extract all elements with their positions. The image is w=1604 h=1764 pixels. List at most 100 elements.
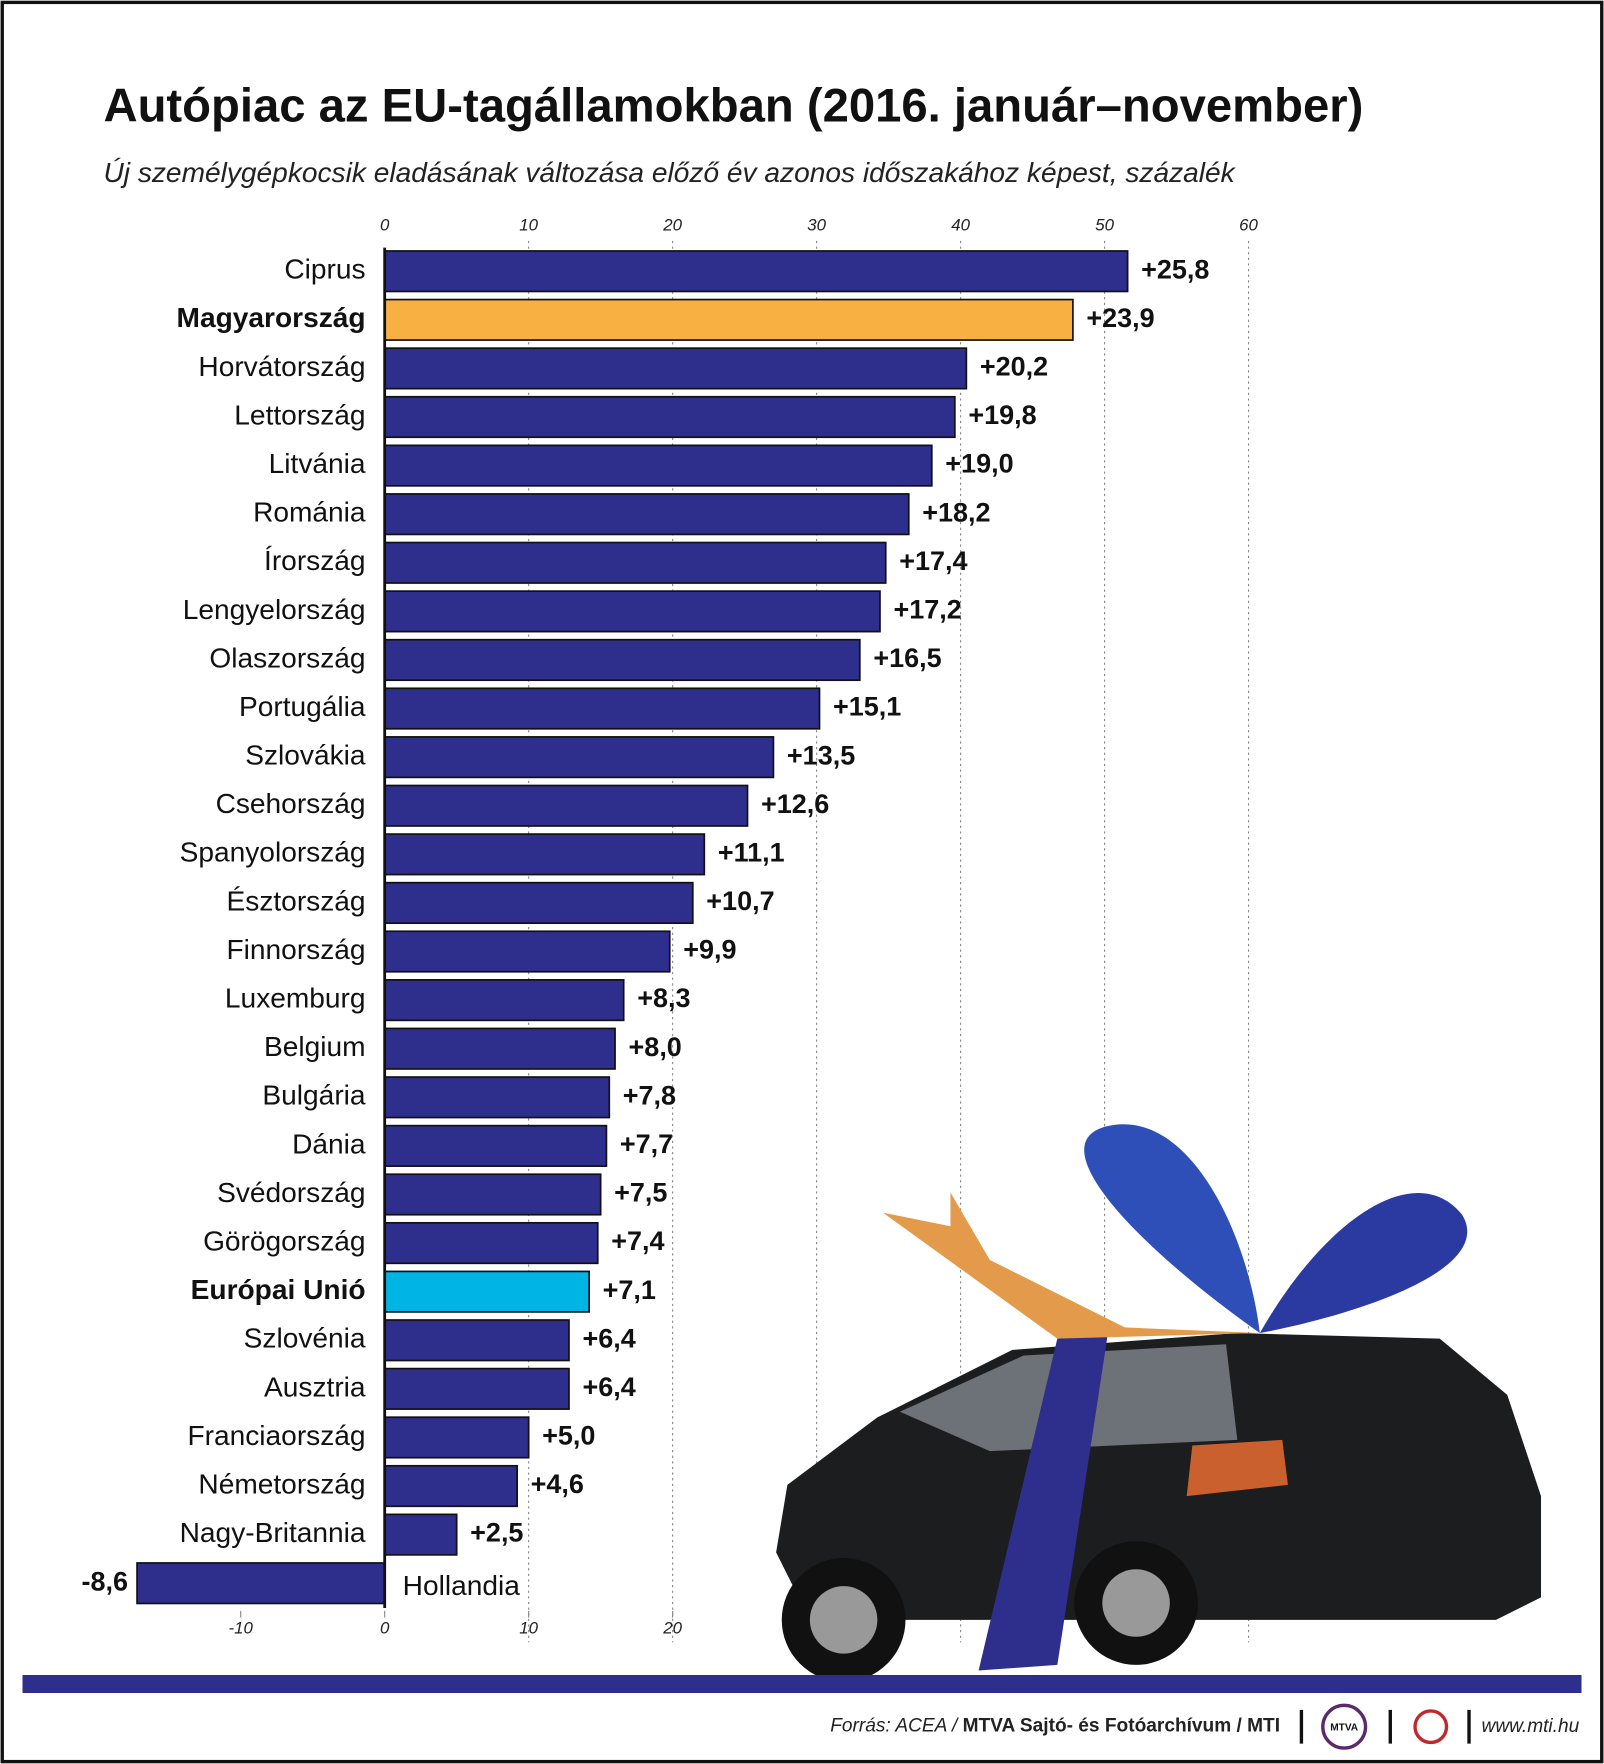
logo-ring [1321,1703,1368,1750]
bar [383,1319,570,1362]
bar [383,590,881,633]
x-tick-label-bottom: -10 [229,1618,254,1637]
bar [383,250,1129,293]
bar [383,347,968,390]
x-tick-label-bottom: 20 [662,1618,682,1637]
bar [383,1464,518,1508]
value-label: +6,4 [582,1372,635,1402]
bar [383,493,910,536]
car-rim [1102,1569,1170,1637]
category-label: Horvátország [198,351,365,382]
bar [383,1173,602,1216]
car-rim [809,1586,878,1654]
category-label: Görögország [203,1225,366,1256]
value-label: +5,0 [542,1421,595,1451]
bow-tail [882,1192,1260,1339]
value-label: +7,8 [623,1080,676,1110]
category-label: Olaszország [209,642,365,673]
chart-subtitle: Új személygépkocsik eladásának változása… [103,157,1236,188]
ribbon [978,1333,1108,1671]
bar [383,298,1074,341]
x-tick-label: 10 [519,216,538,235]
value-label: +20,2 [980,352,1048,382]
bar [383,395,956,439]
car-taillight [1186,1439,1288,1497]
url: www.mti.hu [1482,1716,1580,1737]
value-label: +17,2 [893,594,961,624]
category-label: Európai Unió [191,1274,366,1305]
bar [383,1221,599,1265]
bar [383,881,694,925]
source-name: MTVA Sajtó- és Fotóarchívum / MTI [963,1716,1280,1737]
bar [383,1124,608,1167]
x-tick-label: 40 [951,216,970,235]
value-label: +6,4 [582,1323,635,1353]
bar [383,444,933,487]
category-label: Dánia [292,1128,366,1159]
value-label: +11,1 [718,837,785,867]
category-label: Finnország [227,934,366,965]
x-tick-label-bottom: 10 [519,1618,538,1637]
bar [383,833,706,876]
category-label: Németország [198,1468,365,1499]
chart-title: Autópiac az EU-tagállamokban (2016. janu… [103,80,1363,133]
bar [383,687,821,730]
category-label: Hollandia [403,1570,521,1601]
category-label: Csehország [216,788,366,819]
category-label: Románia [253,497,366,528]
x-tick-label: 50 [1095,216,1114,235]
value-label: +8,3 [637,983,690,1013]
bar [383,1513,458,1556]
bar [383,1416,530,1459]
value-label: +19,0 [945,449,1013,479]
category-label: Litvánia [269,448,366,479]
value-label: +12,6 [761,789,829,819]
category-label: Franciaország [187,1420,365,1451]
value-label: +2,5 [470,1518,523,1548]
source-prefix: Forrás: ACEA / [830,1716,962,1737]
bar [383,736,775,779]
bar [383,784,749,827]
value-label: +25,8 [1141,254,1209,284]
bar [383,638,861,682]
value-label: +17,4 [899,546,967,576]
x-tick-label: 20 [662,216,682,235]
bar [136,1562,386,1605]
category-label: Ausztria [264,1371,366,1402]
value-label: +10,7 [706,886,774,916]
value-label: +7,7 [620,1129,673,1159]
category-label: Szlovénia [244,1323,366,1354]
bar [383,541,887,584]
value-label: +8,0 [629,1032,682,1062]
x-tick-label: 30 [807,216,826,235]
category-label: Magyarország [177,302,366,333]
x-tick-label: 60 [1239,216,1258,235]
category-label: Ciprus [284,254,365,285]
bottom-band [22,1675,1582,1693]
category-label: Bulgária [262,1080,365,1111]
source: Forrás: ACEA / MTVA Sajtó- és Fotóarchív… [830,1716,1280,1737]
category-label: Észtország [227,885,366,916]
value-label: +23,9 [1086,303,1154,333]
x-tick-label: 0 [380,216,390,235]
value-label: +18,2 [922,497,990,527]
car-illustration [776,1124,1542,1682]
value-label: -8,6 [82,1566,128,1596]
value-label: +7,5 [614,1178,667,1208]
bar [383,1027,616,1070]
bow-loop [1259,1192,1468,1334]
category-label: Belgium [264,1031,366,1062]
value-label: +9,9 [683,935,736,965]
bar [383,930,671,973]
value-label: +7,1 [603,1275,656,1305]
bar [383,1367,570,1410]
category-label: Svédország [217,1177,365,1208]
bar [383,1270,590,1313]
category-label: Portugália [239,691,366,722]
category-label: Nagy-Britannia [180,1517,366,1548]
mti-logo [1413,1709,1449,1745]
logo: MTVA [1330,1723,1359,1734]
category-label: Luxemburg [225,983,366,1014]
category-label: Lettország [234,399,365,430]
